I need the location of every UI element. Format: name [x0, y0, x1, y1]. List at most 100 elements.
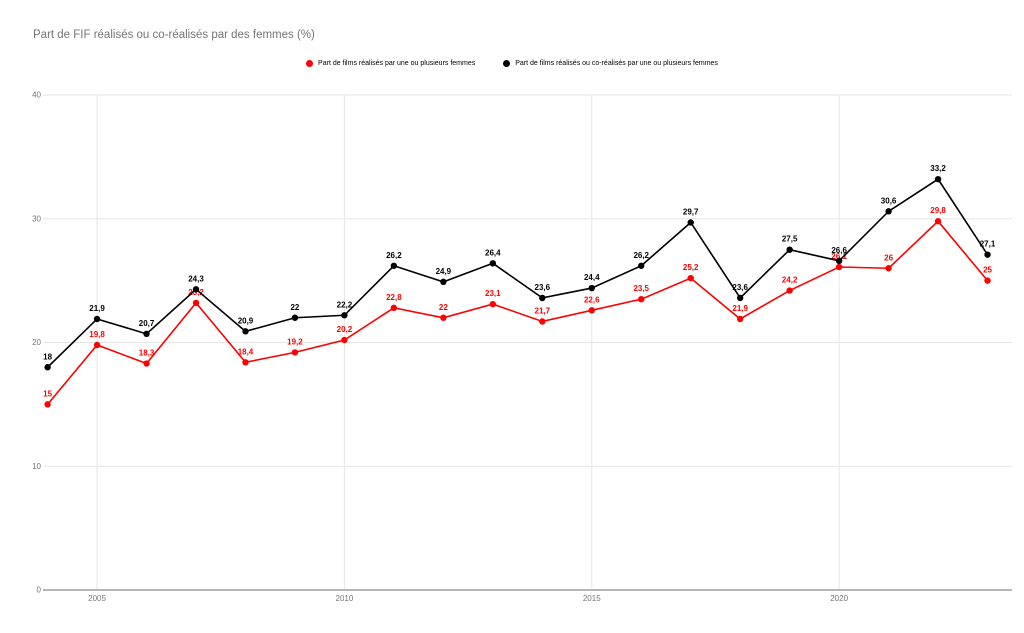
data-point — [984, 251, 991, 258]
series-line — [46, 220, 989, 405]
data-point — [341, 336, 348, 344]
data-point-label: 23,1 — [485, 289, 501, 298]
data-point — [192, 286, 200, 293]
data-point-label: 20,9 — [238, 316, 254, 325]
data-point — [786, 287, 793, 294]
data-point — [489, 300, 497, 308]
data-point — [984, 277, 991, 284]
data-point-label: 23,6 — [535, 283, 551, 292]
data-point — [440, 278, 447, 286]
data-point-label: 22 — [439, 303, 448, 312]
data-point — [143, 330, 150, 338]
legend-item-1[interactable]: Part de films réalisés ou co-réalisés pa… — [503, 60, 718, 67]
data-point — [539, 294, 546, 302]
chart-legend: Part de films réalisés par une ou plusie… — [0, 60, 1024, 67]
data-point-label: 24,3 — [188, 274, 204, 283]
x-tick-label: 2015 — [583, 594, 601, 603]
data-point-label: 24,2 — [782, 276, 798, 285]
series-1: 18 21,9 20,7 24,3 20,9 22 22,2 26,2 24,9 26,4 23,6… — [43, 164, 996, 371]
data-point — [588, 284, 595, 292]
y-tick-label: 40 — [32, 91, 41, 100]
data-point — [786, 246, 793, 253]
data-point-label: 25,2 — [683, 263, 699, 272]
y-tick-label: 10 — [32, 462, 41, 471]
data-point — [835, 257, 843, 265]
data-point — [687, 274, 694, 282]
legend-item-label: Part de films réalisés par une ou plusie… — [318, 60, 476, 67]
data-point-label: 29,7 — [683, 207, 699, 216]
data-point-label: 27,1 — [980, 240, 996, 249]
series-0: 1519,818,323,218,419,220,222,82223,121,7… — [43, 206, 993, 408]
data-point — [835, 263, 843, 271]
data-point — [885, 208, 892, 215]
y-tick-label: 0 — [37, 586, 42, 595]
legend-item-0[interactable]: Part de films réalisés par une ou plusie… — [306, 60, 475, 67]
data-point — [44, 364, 51, 371]
data-point-label: 22,8 — [386, 293, 402, 302]
data-point-label: 19,8 — [89, 330, 105, 339]
legend-dot-icon — [503, 60, 511, 67]
data-point — [736, 294, 744, 302]
page-title: Part de FIF réalisés ou co-réalisés par … — [33, 29, 315, 41]
data-point-label: 20,7 — [139, 319, 155, 328]
data-point — [588, 307, 595, 314]
data-point — [539, 318, 546, 325]
data-point-label: 22,6 — [584, 295, 600, 304]
data-point-label: 26 — [884, 253, 893, 262]
x-tick-label: 2010 — [336, 594, 354, 603]
data-point — [638, 262, 645, 269]
data-point — [934, 218, 942, 225]
data-point-label: 18,4 — [238, 347, 254, 356]
data-point — [885, 265, 892, 272]
data-point-label: 21,9 — [89, 304, 105, 313]
legend-dot-icon — [306, 60, 314, 67]
data-point-label: 22,2 — [337, 300, 353, 309]
data-point — [638, 295, 645, 303]
data-point — [934, 175, 942, 183]
data-point-label: 24,4 — [584, 273, 600, 282]
y-tick-label: 30 — [32, 214, 41, 223]
data-point-label: 20,2 — [337, 325, 353, 334]
data-point-label: 19,2 — [287, 337, 303, 346]
data-point — [242, 359, 249, 366]
data-point-label: 30,6 — [881, 196, 897, 205]
data-point — [489, 260, 497, 267]
data-point-label: 23,6 — [732, 283, 748, 292]
y-tick-label: 20 — [32, 338, 41, 347]
x-tick-label: 2005 — [88, 594, 106, 603]
data-point-label: 18,3 — [139, 349, 155, 358]
data-point — [93, 341, 101, 349]
legend-item-label: Part de films réalisés ou co-réalisés pa… — [515, 60, 718, 67]
data-point-label: 25 — [983, 266, 992, 275]
data-point — [341, 312, 348, 319]
data-point — [440, 314, 447, 321]
data-point-label: 22 — [290, 303, 299, 312]
data-point-label: 23,5 — [633, 284, 649, 293]
data-point — [390, 304, 398, 312]
data-point-label: 21,9 — [732, 304, 748, 313]
data-point-label: 26,2 — [633, 251, 649, 260]
data-point-label: 26,4 — [485, 248, 501, 257]
data-point — [687, 219, 694, 226]
data-point — [93, 315, 101, 323]
data-point-label: 26,1 — [831, 252, 847, 261]
data-point — [143, 360, 150, 367]
axis-tick-labels: 0 10 20 30 40 2005 2010 2015 2020 — [32, 91, 848, 604]
data-point — [44, 401, 51, 408]
data-point — [390, 262, 398, 269]
series-line — [47, 178, 989, 368]
data-point-label: 26,2 — [386, 251, 402, 260]
data-point — [192, 299, 200, 307]
data-point-label: 18 — [43, 352, 52, 361]
data-point-label: 15 — [43, 389, 52, 398]
data-point — [291, 349, 299, 356]
data-point-label: 29,8 — [930, 206, 946, 215]
data-point-label: 27,5 — [782, 235, 798, 244]
gridlines — [43, 94, 1012, 590]
data-point-label: 33,2 — [930, 164, 946, 173]
data-point-label: 26,6 — [831, 246, 847, 255]
data-point — [291, 314, 299, 321]
data-point-label: 24,9 — [436, 267, 452, 276]
